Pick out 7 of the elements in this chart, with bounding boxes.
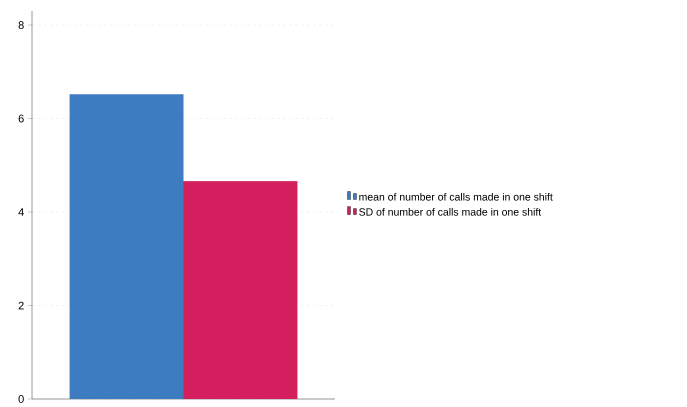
y-tick-label: 4 <box>18 208 24 216</box>
y-tick-label: 6 <box>18 114 24 122</box>
y-tick-label: 0 <box>18 395 24 403</box>
legend-label: mean of number of calls made in one shift <box>359 192 553 201</box>
y-tick-label: 2 <box>18 302 24 310</box>
legend-label: SD of number of calls made in one shift <box>359 208 542 216</box>
y-tick-label: 8 <box>18 21 24 29</box>
